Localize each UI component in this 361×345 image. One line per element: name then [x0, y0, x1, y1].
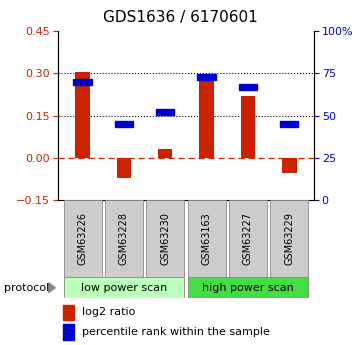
Text: log2 ratio: log2 ratio	[82, 307, 135, 317]
Bar	[156, 109, 174, 115]
Bar	[74, 79, 92, 85]
Text: percentile rank within the sample: percentile rank within the sample	[82, 327, 270, 337]
Bar	[117, 158, 131, 178]
Text: GDS1636 / 6170601: GDS1636 / 6170601	[103, 10, 258, 25]
Bar	[64, 277, 184, 298]
Bar	[241, 96, 255, 158]
Bar	[75, 72, 90, 158]
Bar	[63, 305, 74, 320]
Bar	[188, 277, 308, 298]
Text: GSM63163: GSM63163	[201, 213, 212, 265]
Text: high power scan: high power scan	[202, 283, 294, 293]
Bar	[188, 200, 226, 278]
Bar	[282, 158, 296, 173]
Bar	[280, 121, 298, 127]
Bar	[197, 73, 216, 80]
Text: GSM63227: GSM63227	[243, 213, 253, 265]
Text: GSM63226: GSM63226	[78, 213, 88, 265]
Bar	[270, 200, 308, 278]
Bar	[158, 149, 173, 158]
Text: low power scan: low power scan	[81, 283, 167, 293]
Bar	[64, 200, 101, 278]
Bar	[229, 200, 267, 278]
Bar	[199, 78, 214, 158]
Text: protocol: protocol	[4, 283, 49, 293]
Bar	[115, 121, 133, 127]
Bar	[146, 200, 184, 278]
Polygon shape	[49, 283, 55, 293]
Text: GSM63228: GSM63228	[119, 213, 129, 265]
Text: GSM63229: GSM63229	[284, 213, 294, 265]
Bar	[63, 325, 74, 339]
Bar	[105, 200, 143, 278]
Text: GSM63230: GSM63230	[160, 213, 170, 265]
Bar	[239, 84, 257, 90]
